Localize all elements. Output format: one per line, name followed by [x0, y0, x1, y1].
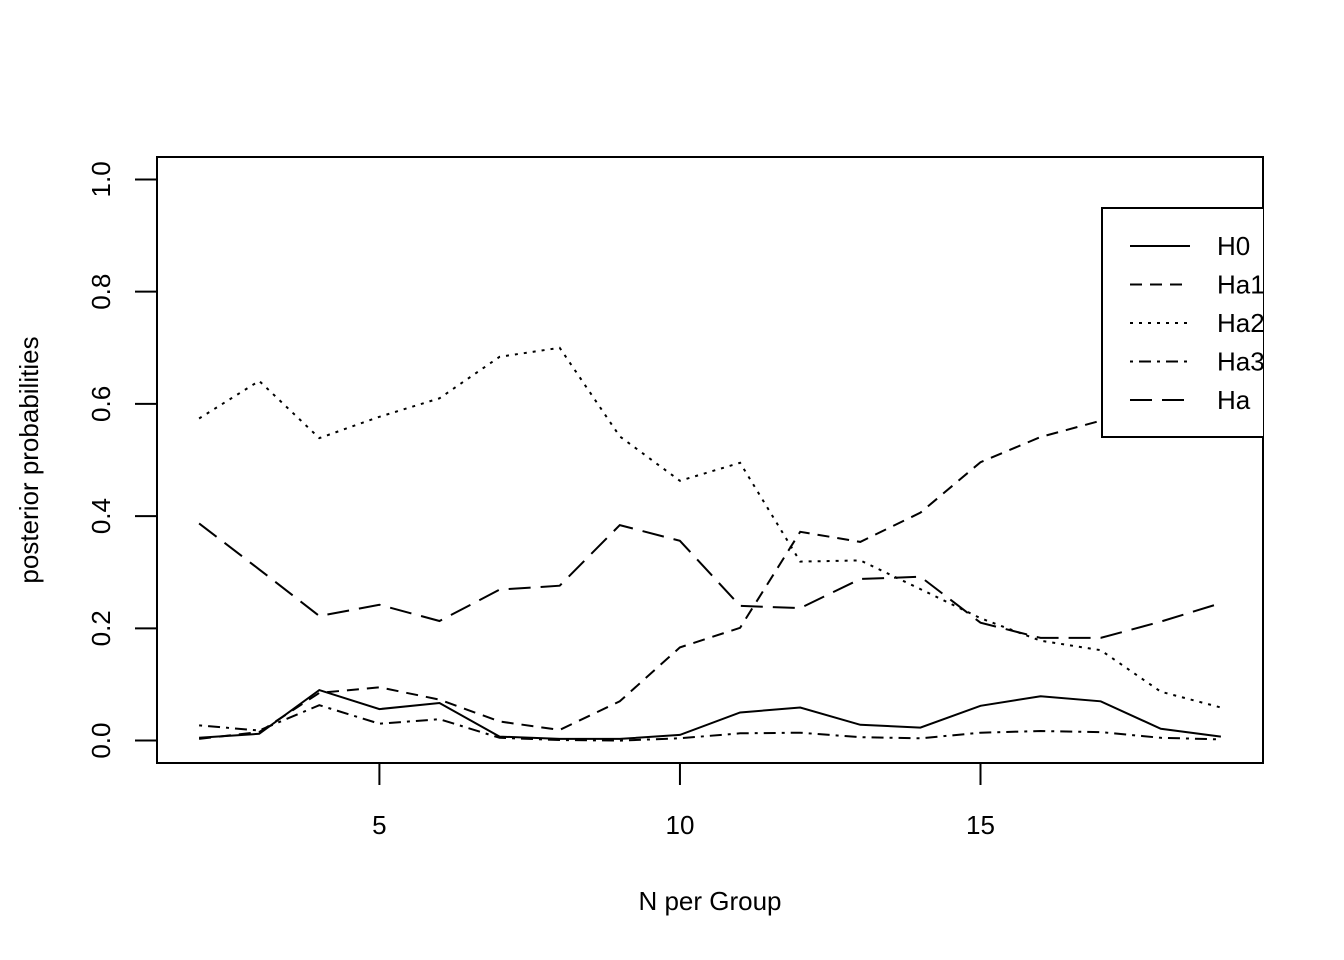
- y-tick-label: 1.0: [86, 161, 116, 197]
- y-tick-label: 0.0: [86, 723, 116, 759]
- legend-label-ha1: Ha1: [1217, 270, 1265, 300]
- legend-label-ha: Ha: [1217, 385, 1251, 415]
- series-line-ha: [198, 522, 1222, 639]
- plot-frame: [156, 156, 1264, 764]
- y-tick-label: 0.2: [86, 610, 116, 646]
- y-axis: 0.0 0.2 0.4 0.6 0.8 1.0: [86, 161, 158, 759]
- series-line-ha1: [198, 419, 1221, 740]
- y-axis-title: posterior probabilities: [14, 336, 44, 583]
- legend: H0 Ha1 Ha2 Ha3 Ha: [1101, 207, 1265, 438]
- y-tick-label: 0.4: [86, 498, 116, 534]
- legend-label-ha2: Ha2: [1217, 308, 1265, 338]
- x-tick-label: 15: [966, 810, 995, 840]
- series-line-ha3: [199, 704, 1221, 742]
- series-layer: [198, 346, 1222, 742]
- y-tick-label: 0.8: [86, 274, 116, 310]
- x-axis: 5 10 15: [372, 762, 995, 840]
- series-line-h0: [199, 688, 1222, 740]
- x-axis-title: N per Group: [638, 886, 781, 916]
- legend-label-ha3: Ha3: [1217, 347, 1265, 377]
- series-line-ha2: [198, 346, 1222, 709]
- x-tick-label: 5: [372, 810, 386, 840]
- x-tick-label: 10: [665, 810, 694, 840]
- y-tick-label: 0.6: [86, 386, 116, 422]
- legend-label-h0: H0: [1217, 231, 1250, 261]
